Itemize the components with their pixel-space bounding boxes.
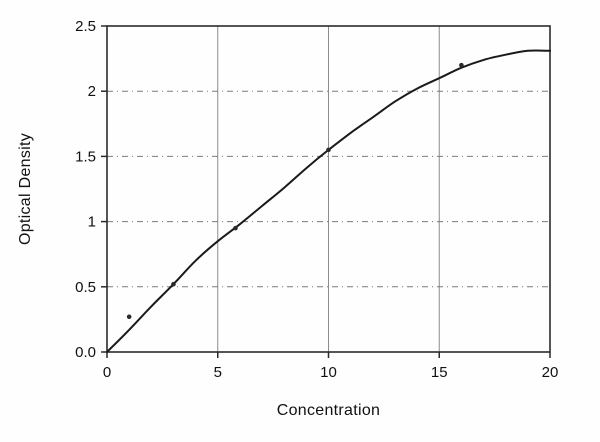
x-axis-label: Concentration (276, 402, 381, 419)
data-point (326, 147, 331, 153)
x-tick-label: 20 (542, 364, 559, 381)
y-axis-label: Optical Density (17, 132, 34, 246)
y-tick-label: 2 (88, 83, 96, 100)
x-tick-label: 5 (214, 364, 222, 381)
data-point (126, 314, 132, 320)
y-tick-label: 0.0 (75, 344, 96, 361)
y-tick-label: 1.5 (75, 148, 96, 165)
x-tick-label: 0 (103, 364, 111, 381)
x-tick-label: 10 (320, 364, 337, 381)
y-tick-label: 1 (88, 214, 96, 231)
data-point (459, 62, 464, 68)
data-point (233, 225, 238, 231)
y-tick-label: 0.5 (75, 279, 96, 296)
x-tick-label: 15 (431, 364, 448, 381)
data-point (171, 281, 176, 287)
y-tick-label: 2.5 (75, 18, 96, 35)
